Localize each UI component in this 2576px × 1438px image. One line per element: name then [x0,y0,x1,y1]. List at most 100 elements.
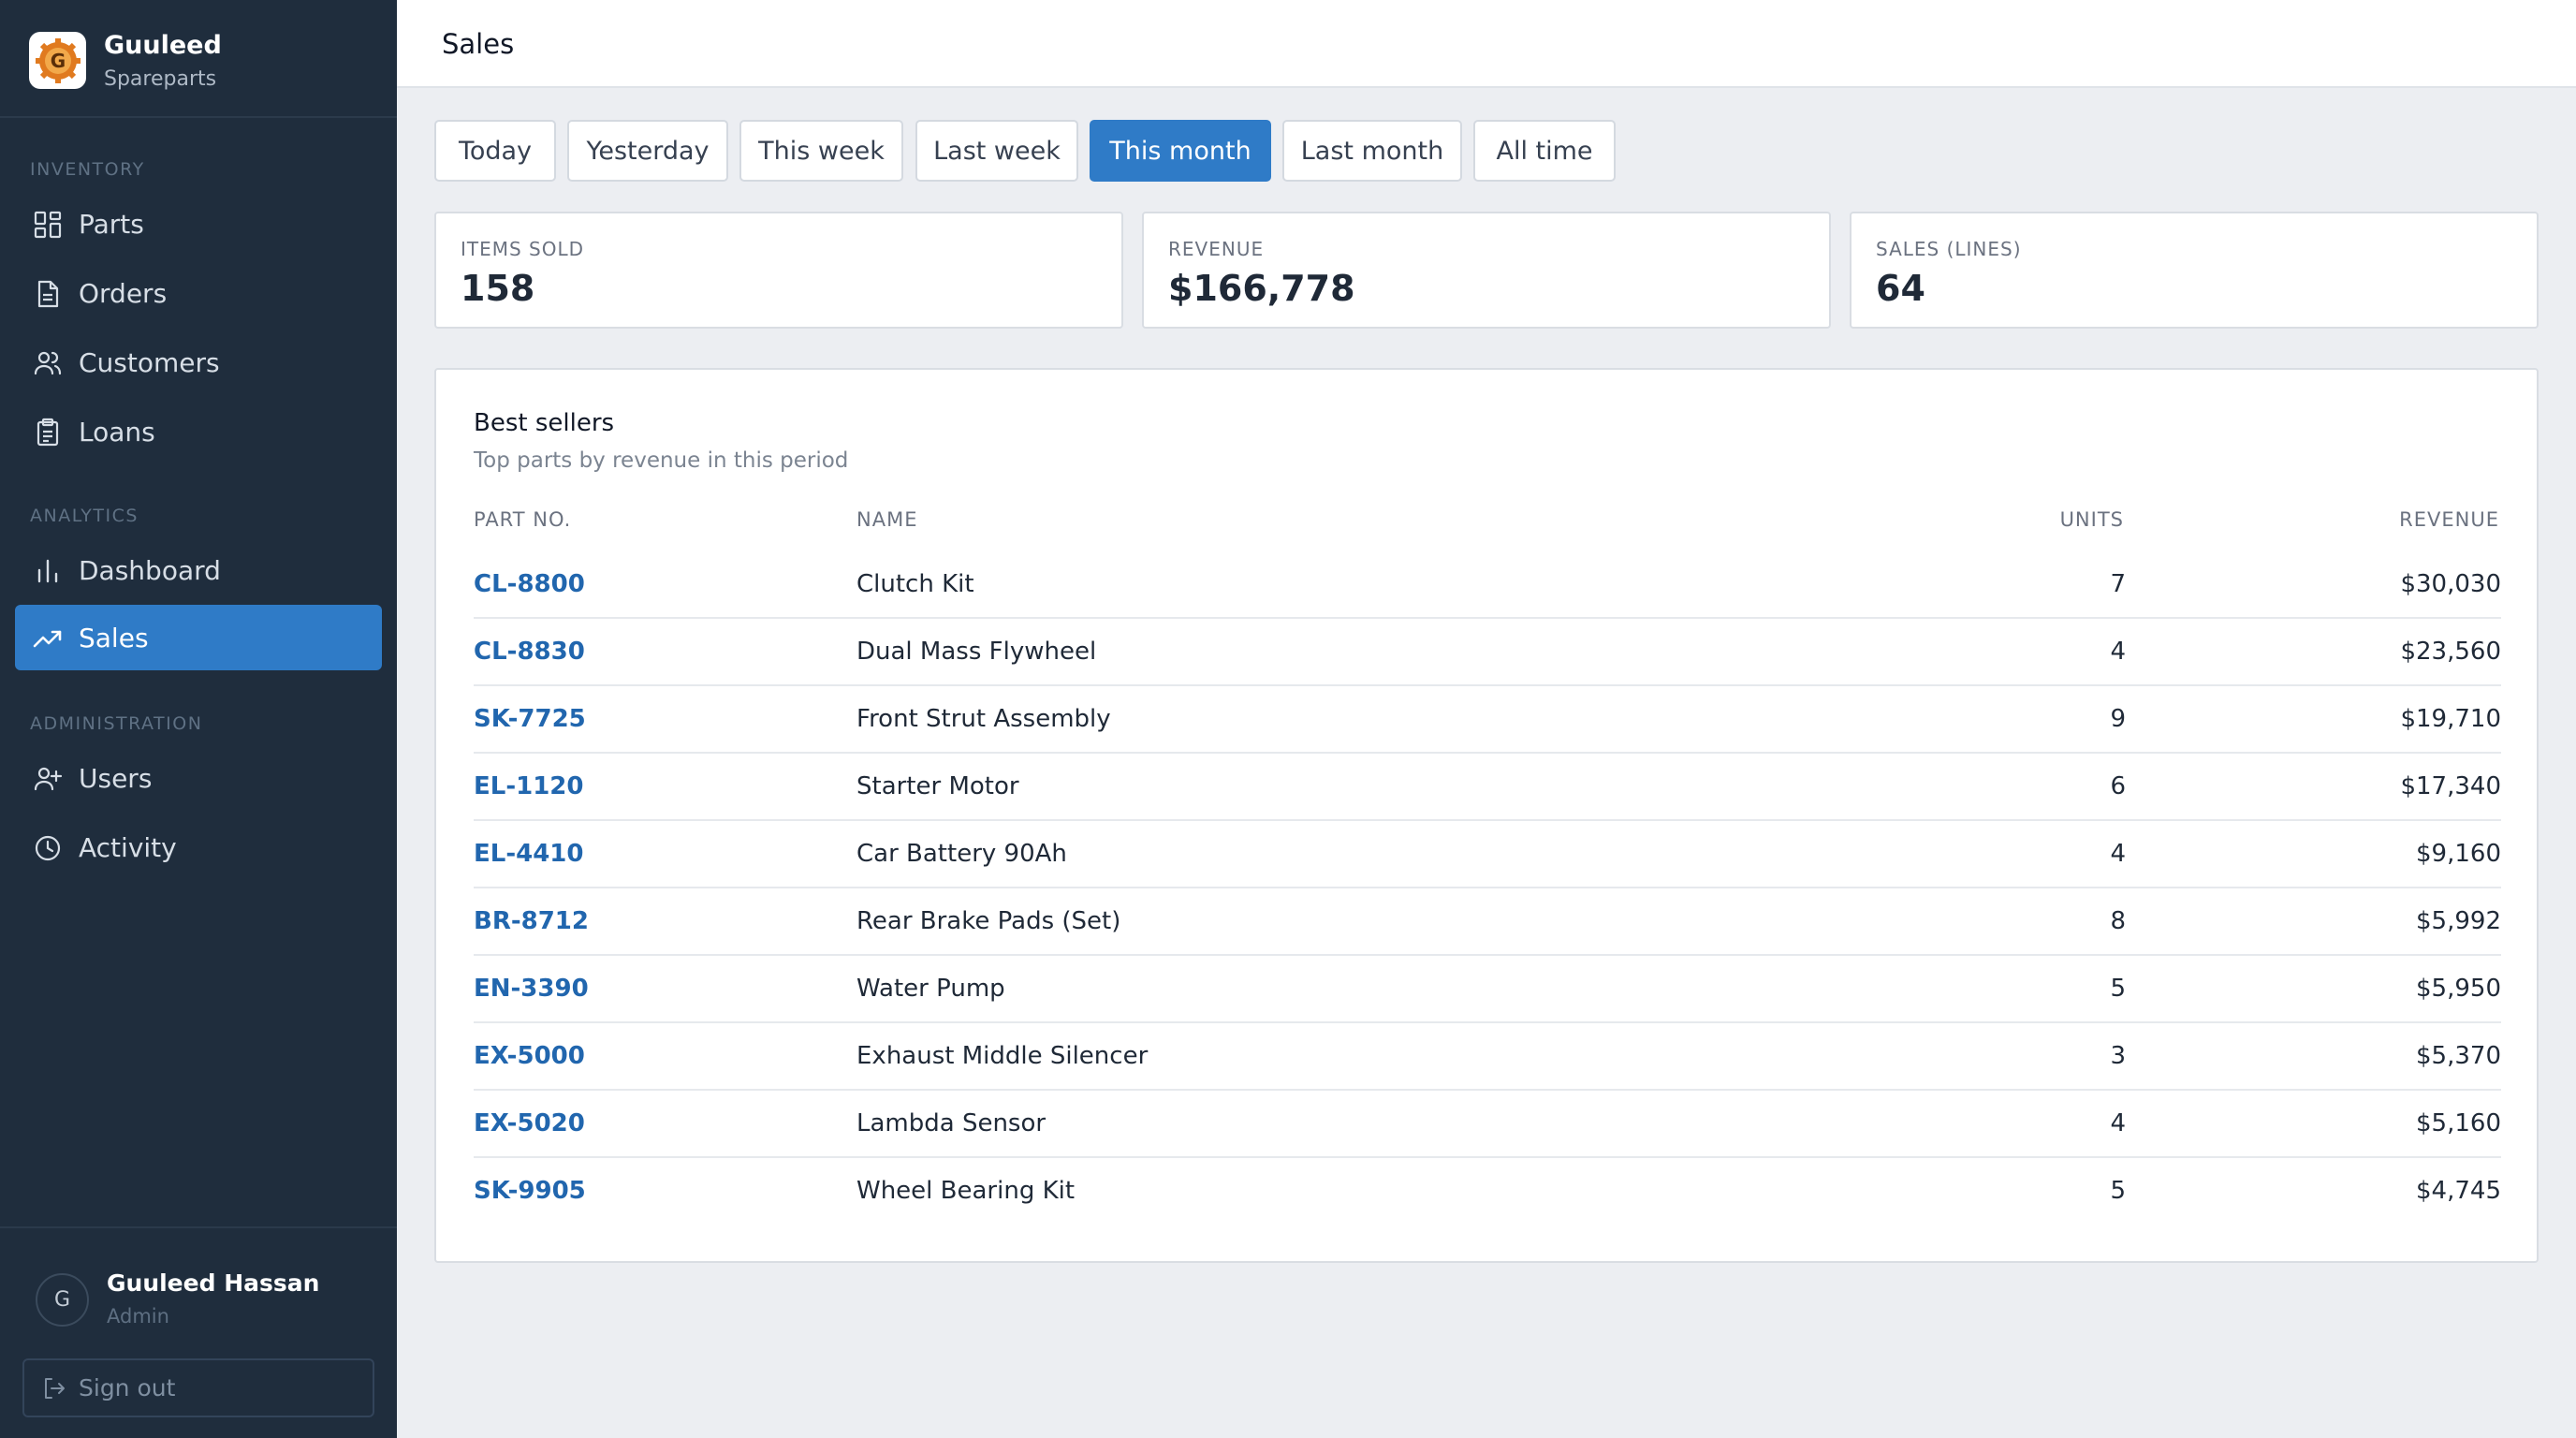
user-plus-icon [33,764,63,794]
revenue-value: $19,710 [2400,705,2501,733]
brand-subtitle: Spareparts [104,67,217,91]
document-icon [33,279,63,309]
sidebar-item-sales[interactable]: Sales [15,605,382,670]
bar-chart-icon [33,556,63,586]
column-header-part-no: PART NO. [474,508,572,531]
part-number-link[interactable]: EX-5000 [474,1042,585,1070]
brand-name: Guuleed [104,31,222,60]
units-value: 4 [2110,1109,2126,1137]
part-name: Front Strut Assembly [856,705,1111,733]
sidebar-item-label: Dashboard [79,554,221,586]
sidebar-item-label: Loans [79,416,155,448]
revenue-value: $5,370 [2416,1042,2501,1070]
best-sellers-title: Best sellers [474,409,615,437]
brand-header: G Guuleed Spareparts [0,0,397,118]
part-number-link[interactable]: CL-8830 [474,638,585,666]
gear-logo-icon: G [29,32,86,89]
sign-out-icon [41,1375,67,1401]
revenue-value: $4,745 [2416,1177,2501,1205]
filter-this-week-button[interactable]: This week [739,120,903,182]
revenue-value: $5,992 [2416,907,2501,935]
units-value: 8 [2110,907,2126,935]
stat-label: REVENUE [1168,238,1265,260]
sidebar-item-loans[interactable]: Loans [15,399,382,464]
revenue-value: $30,030 [2400,570,2501,598]
part-number-link[interactable]: EX-5020 [474,1109,585,1137]
units-value: 6 [2110,772,2126,800]
part-name: Car Battery 90Ah [856,840,1067,868]
sidebar: G Guuleed Spareparts INVENTORY Parts Ord… [0,0,397,1438]
units-value: 9 [2110,705,2126,733]
stat-card-revenue: REVENUE $166,778 [1142,212,1831,329]
revenue-value: $17,340 [2400,772,2501,800]
part-number-link[interactable]: EL-4410 [474,840,584,868]
best-sellers-subtitle: Top parts by revenue in this period [474,448,849,473]
stat-card-sales-lines: SALES (LINES) 64 [1850,212,2539,329]
table-row: EX-5020 Lambda Sensor 4 $5,160 [474,1091,2501,1158]
filter-last-week-button[interactable]: Last week [915,120,1078,182]
clipboard-icon [33,418,63,448]
user-name: Guuleed Hassan [107,1269,320,1297]
table-row: BR-8712 Rear Brake Pads (Set) 8 $5,992 [474,888,2501,956]
grid-icon [33,210,63,240]
top-bar: Sales [397,0,2576,88]
stat-value: $166,778 [1168,268,1355,309]
stat-card-items-sold: ITEMS SOLD 158 [434,212,1123,329]
sidebar-item-label: Users [79,762,153,794]
part-name: Exhaust Middle Silencer [856,1042,1149,1070]
clock-icon [33,833,63,863]
sidebar-item-orders[interactable]: Orders [15,260,382,326]
part-number-link[interactable]: BR-8712 [474,907,589,935]
column-header-revenue: REVENUE [2399,508,2499,531]
part-number-link[interactable]: EN-3390 [474,975,589,1003]
trending-up-icon [33,624,63,653]
section-label-administration: ADMINISTRATION [30,713,203,734]
table-row: CL-8830 Dual Mass Flywheel 4 $23,560 [474,619,2501,686]
part-name: Clutch Kit [856,570,974,598]
part-name: Starter Motor [856,772,1019,800]
table-row: SK-9905 Wheel Bearing Kit 5 $4,745 [474,1158,2501,1225]
table-row: EX-5000 Exhaust Middle Silencer 3 $5,370 [474,1023,2501,1091]
part-number-link[interactable]: SK-7725 [474,705,586,733]
part-number-link[interactable]: SK-9905 [474,1177,586,1205]
table-row: CL-8800 Clutch Kit 7 $30,030 [474,551,2501,619]
section-label-inventory: INVENTORY [30,159,145,180]
revenue-value: $9,160 [2416,840,2501,868]
sidebar-item-activity[interactable]: Activity [15,814,382,880]
users-icon [33,348,63,378]
revenue-value: $23,560 [2400,638,2501,666]
table-row: EN-3390 Water Pump 5 $5,950 [474,956,2501,1023]
sidebar-item-dashboard[interactable]: Dashboard [15,537,382,603]
revenue-value: $5,950 [2416,975,2501,1003]
table-row: EL-1120 Starter Motor 6 $17,340 [474,754,2501,821]
filter-this-month-button[interactable]: This month [1090,120,1271,182]
best-sellers-card: Best sellers Top parts by revenue in thi… [434,368,2539,1263]
user-role: Admin [107,1305,169,1328]
filter-yesterday-button[interactable]: Yesterday [567,120,728,182]
user-panel: G Guuleed Hassan Admin Sign out [0,1226,397,1438]
sidebar-item-label: Parts [79,208,144,240]
part-number-link[interactable]: CL-8800 [474,570,585,598]
part-name: Rear Brake Pads (Set) [856,907,1121,935]
sidebar-item-label: Orders [79,277,168,309]
part-number-link[interactable]: EL-1120 [474,772,584,800]
filter-last-month-button[interactable]: Last month [1282,120,1462,182]
sign-out-button[interactable]: Sign out [22,1358,374,1417]
stat-label: SALES (LINES) [1876,238,2022,260]
sidebar-item-parts[interactable]: Parts [15,191,382,257]
sidebar-item-label: Customers [79,346,220,378]
stat-label: ITEMS SOLD [461,238,585,260]
units-value: 4 [2110,638,2126,666]
page-title: Sales [442,28,515,60]
units-value: 3 [2110,1042,2126,1070]
units-value: 5 [2110,975,2126,1003]
revenue-value: $5,160 [2416,1109,2501,1137]
part-name: Water Pump [856,975,1005,1003]
filter-all-time-button[interactable]: All time [1473,120,1616,182]
sidebar-item-users[interactable]: Users [15,745,382,811]
part-name: Lambda Sensor [856,1109,1046,1137]
sidebar-item-customers[interactable]: Customers [15,330,382,395]
sidebar-item-label: Activity [79,831,177,863]
filter-today-button[interactable]: Today [434,120,556,182]
units-value: 5 [2110,1177,2126,1205]
